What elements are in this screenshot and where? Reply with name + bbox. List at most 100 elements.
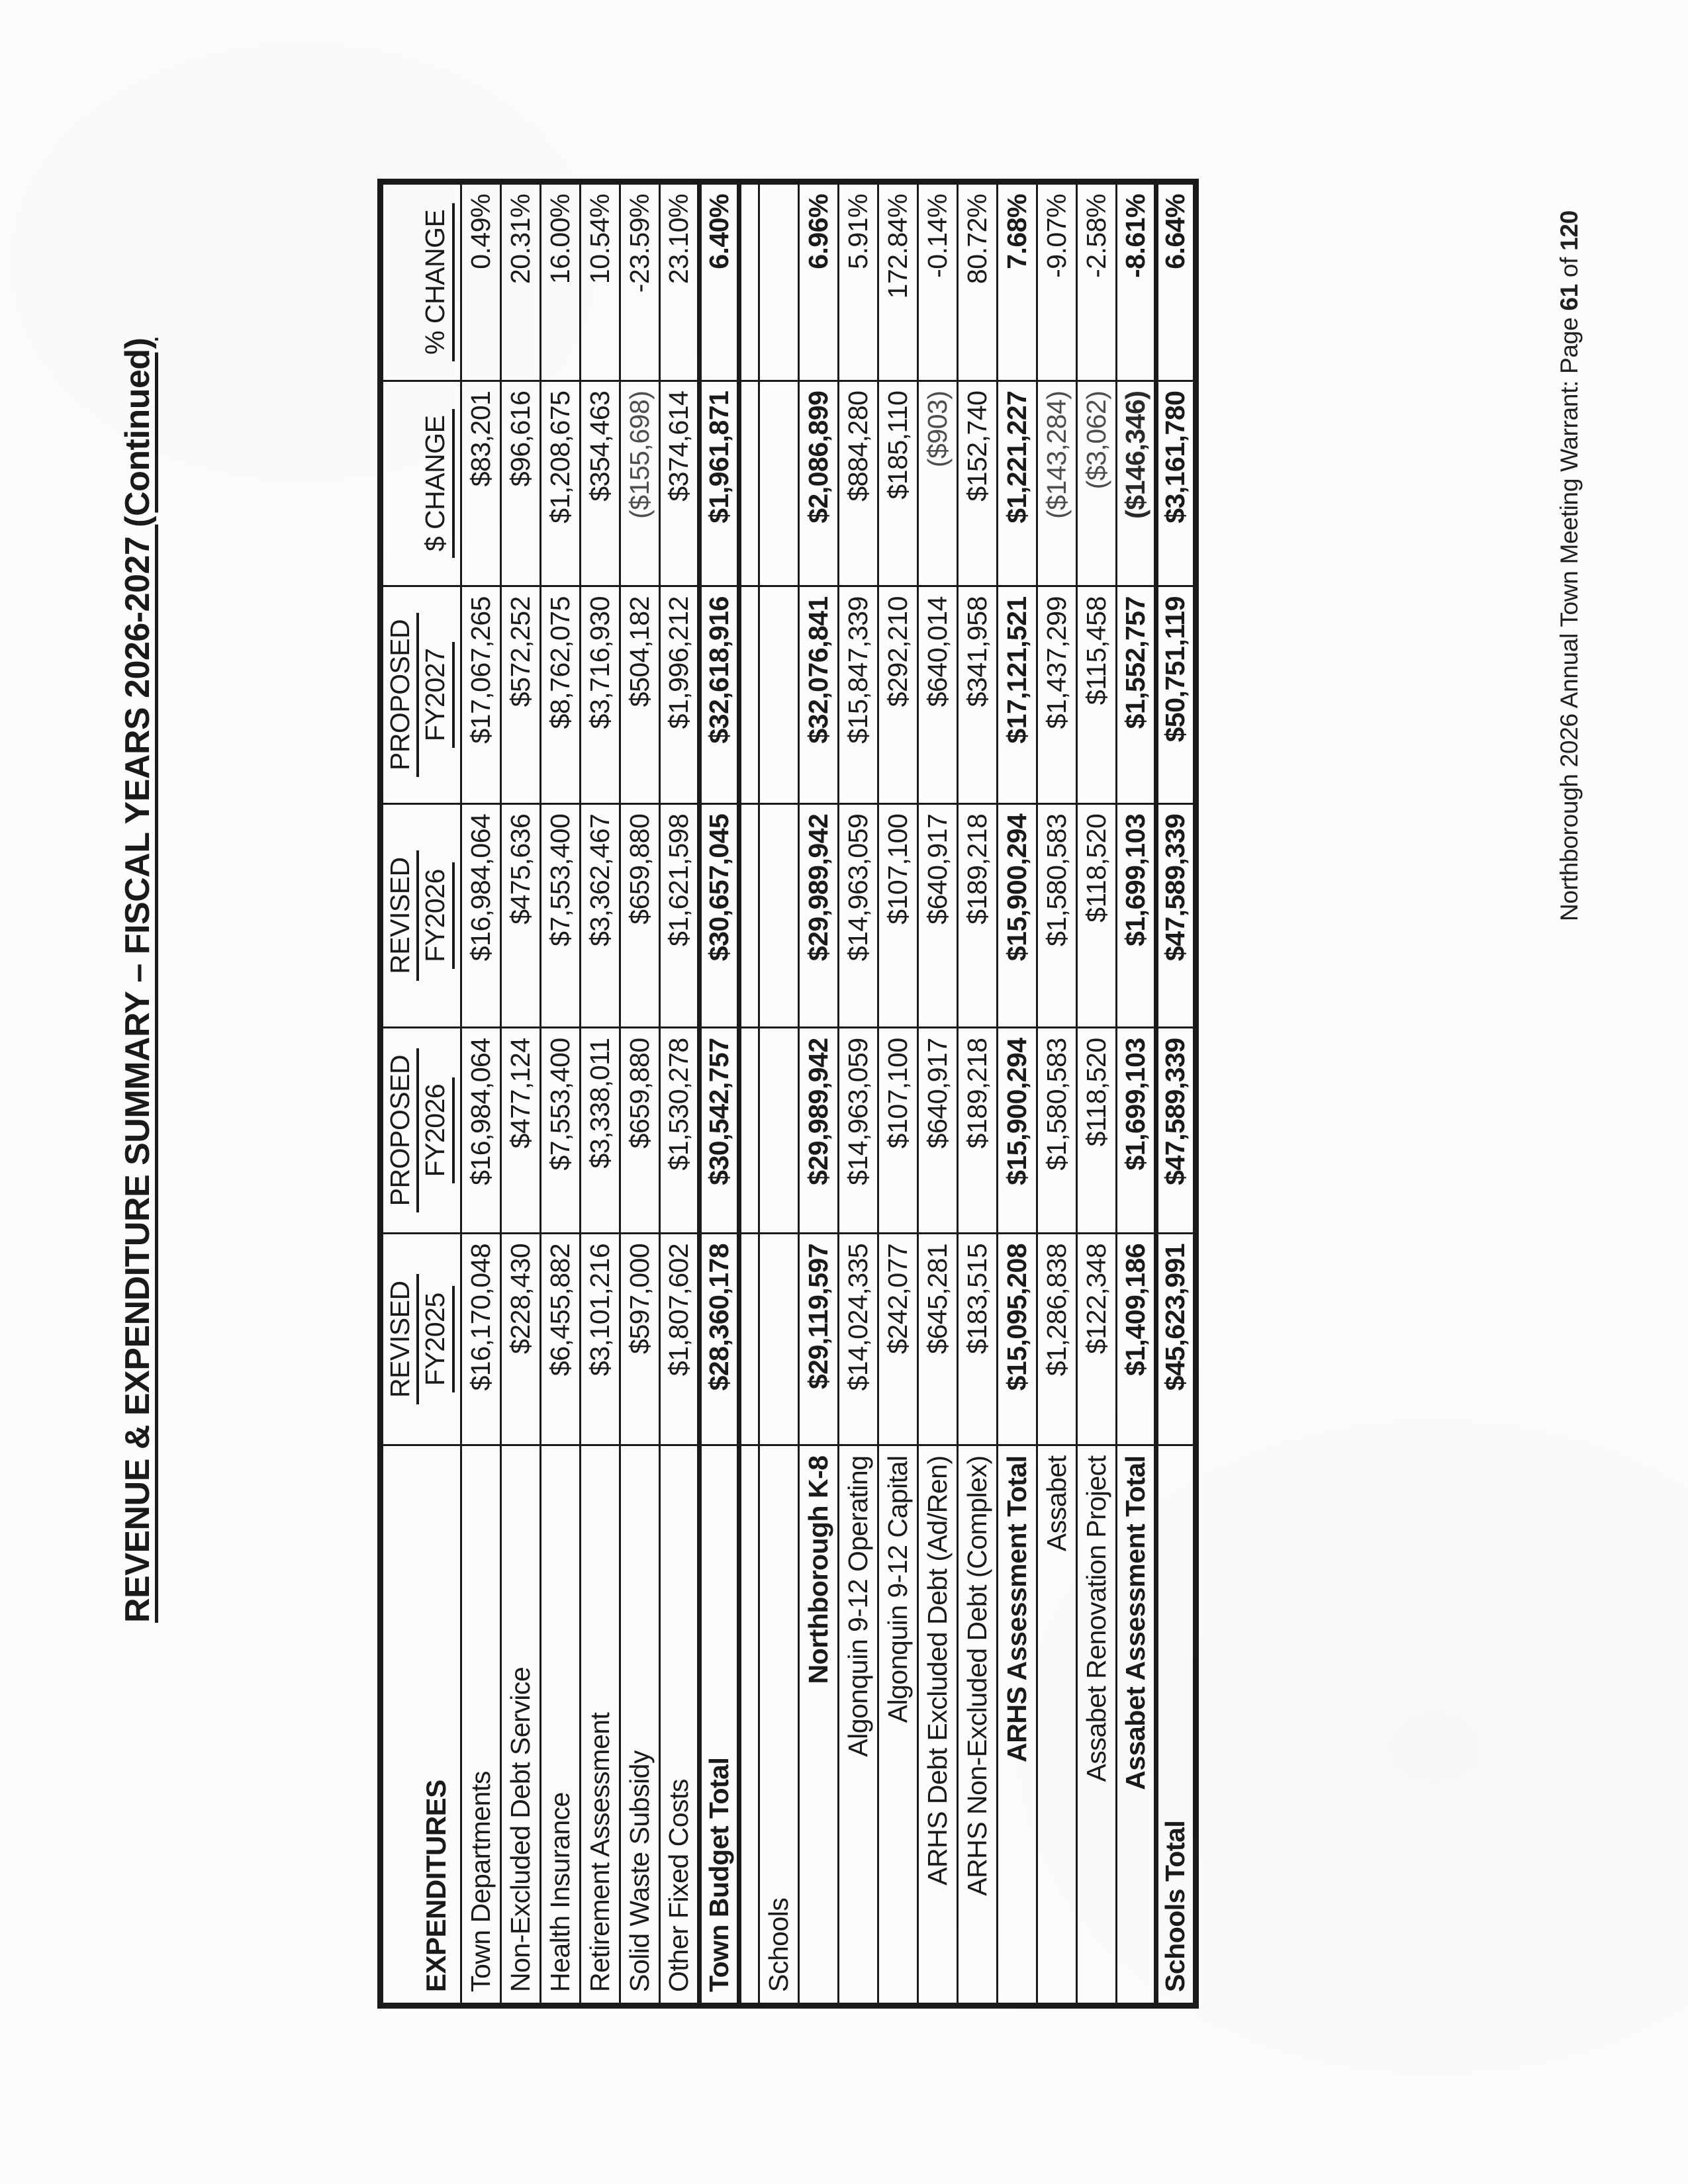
header-line: PROPOSED (384, 1048, 420, 1213)
table-row: Schools (759, 181, 799, 2006)
cell-value: $32,618,916 (699, 586, 739, 804)
cell-value: ($155,698) (620, 381, 660, 586)
row-label: ARHS Non-Excluded Debt (Complex) (957, 1445, 998, 2006)
cell-value: $83,201 (461, 381, 501, 586)
column-header-proposed-fy2027: PROPOSED FY2027 (380, 586, 461, 804)
cell-value: $1,409,186 (1116, 1233, 1156, 1445)
cell-value: $16,984,064 (461, 1027, 501, 1234)
cell-value: ($903) (917, 381, 958, 586)
cell-value: $640,014 (917, 586, 958, 804)
cell-value: $7,553,400 (540, 1027, 581, 1234)
cell-value: $15,847,339 (838, 586, 878, 804)
cell-value: 16.00% (540, 181, 581, 381)
cell-value: $14,963,059 (838, 803, 878, 1028)
cell-value: $15,095,208 (997, 1233, 1037, 1445)
row-label: Northborough K-8 (798, 1445, 839, 2006)
row-label (739, 1445, 759, 2006)
table-row: Non-Excluded Debt Service $228,430 $477,12… (500, 181, 541, 2006)
header-line: $ CHANGE (419, 408, 455, 559)
table-row: Solid Waste Subsidy $597,000 $659,880 $659,… (620, 181, 660, 2006)
cell-value: $1,580,583 (1037, 1027, 1077, 1234)
cell-value: -0.14% (917, 181, 958, 381)
cell-value: $475,636 (500, 803, 541, 1028)
cell-value: $1,961,871 (699, 381, 739, 586)
cell-value: $7,553,400 (540, 803, 581, 1028)
cell-value: $374,614 (659, 381, 700, 586)
cell-value: $15,900,294 (997, 803, 1037, 1028)
cell-value: $152,740 (957, 381, 998, 586)
table-body: Town Departments $16,170,048 $16,984,064 $1… (461, 181, 1196, 2006)
header-line: REVISED (384, 1274, 420, 1404)
row-label: Town Budget Total (699, 1445, 739, 2006)
cell-value: 6.40% (699, 181, 739, 381)
cell-value (739, 803, 759, 1028)
row-label: Algonquin 9-12 Capital (878, 1445, 918, 2006)
row-label: Schools Total (1156, 1445, 1196, 2006)
table-row: Health Insurance $6,455,882 $7,553,400 $7,5… (540, 181, 581, 2006)
table-row: ARHS Assessment Total $15,095,208 $15,900,… (997, 181, 1037, 2006)
cell-value (759, 1233, 799, 1445)
header-line: % CHANGE (419, 203, 455, 361)
cell-value: $118,520 (1076, 803, 1117, 1028)
cell-value: $8,762,075 (540, 586, 581, 804)
cell-value: $6,455,882 (540, 1233, 581, 1445)
row-label: Non-Excluded Debt Service (500, 1445, 541, 2006)
cell-value: 7.68% (997, 181, 1037, 381)
cell-value: $2,086,899 (798, 381, 839, 586)
cell-value: $1,437,299 (1037, 586, 1077, 804)
column-header-dollar-change: $ CHANGE (380, 381, 461, 586)
cell-value: $14,024,335 (838, 1233, 878, 1445)
cell-value: $15,900,294 (997, 1027, 1037, 1234)
footer-page-number: 61 (1556, 284, 1583, 311)
cell-value: $1,221,227 (997, 381, 1037, 586)
cell-value: 0.49% (461, 181, 501, 381)
cell-value (759, 381, 799, 586)
row-label: Assabet Renovation Project (1076, 1445, 1117, 2006)
cell-value: $597,000 (620, 1233, 660, 1445)
cell-value: $115,458 (1076, 586, 1117, 804)
cell-value: $645,281 (917, 1233, 958, 1445)
cell-value: $122,348 (1076, 1233, 1117, 1445)
cell-value: -9.07% (1037, 181, 1077, 381)
cell-value: $1,996,212 (659, 586, 700, 804)
page-title: REVENUE & EXPENDITURE SUMMARY – FISCAL Y… (118, 338, 157, 1623)
header-line: FY2025 (419, 1286, 455, 1392)
cell-value: $884,280 (838, 381, 878, 586)
table-header: EXPENDITURES REVISED FY2025 PROPOSED FY2… (380, 181, 461, 2006)
cell-value: $1,621,598 (659, 803, 700, 1028)
cell-value: $659,880 (620, 1027, 660, 1234)
cell-value: $640,917 (917, 803, 958, 1028)
row-label: Assabet Assessment Total (1116, 1445, 1156, 2006)
cell-value (739, 181, 759, 381)
table-row: Assabet Assessment Total $1,409,186 $1,699… (1116, 181, 1156, 2006)
page-footer: Northborough 2026 Annual Town Meeting Wa… (1556, 210, 1583, 921)
cell-value: ($3,062) (1076, 381, 1117, 586)
cell-value: $16,170,048 (461, 1233, 501, 1445)
table-row: Town Departments $16,170,048 $16,984,064 $1… (461, 181, 501, 2006)
cell-value: $107,100 (878, 803, 918, 1028)
cell-value: $185,110 (878, 381, 918, 586)
cell-value (739, 1027, 759, 1234)
cell-value: 6.96% (798, 181, 839, 381)
header-line: FY2026 (419, 862, 455, 969)
cell-value: $228,430 (500, 1233, 541, 1445)
column-header-proposed-fy2026: PROPOSED FY2026 (380, 1027, 461, 1234)
column-header-percent-change: % CHANGE (380, 181, 461, 381)
cell-value: $183,515 (957, 1233, 998, 1445)
cell-value: $640,917 (917, 1027, 958, 1234)
row-label: Algonquin 9-12 Operating (838, 1445, 878, 2006)
cell-value: $17,067,265 (461, 586, 501, 804)
cell-value: $50,751,119 (1156, 586, 1196, 804)
cell-value: 20.31% (500, 181, 541, 381)
cell-value: $1,552,757 (1116, 586, 1156, 804)
cell-value: $1,699,103 (1116, 803, 1156, 1028)
cell-value: $96,616 (500, 381, 541, 586)
cell-value: $14,963,059 (838, 1027, 878, 1234)
footer-separator: of (1556, 257, 1583, 278)
row-label: ARHS Assessment Total (997, 1445, 1037, 2006)
table-row: Other Fixed Costs $1,807,602 $1,530,278 $1,… (659, 181, 700, 2006)
cell-value (759, 803, 799, 1028)
row-label: Assabet (1037, 1445, 1077, 2006)
